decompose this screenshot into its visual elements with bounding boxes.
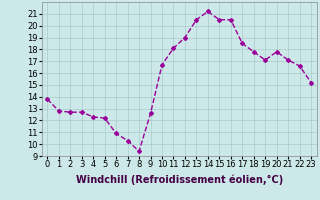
X-axis label: Windchill (Refroidissement éolien,°C): Windchill (Refroidissement éolien,°C) xyxy=(76,175,283,185)
